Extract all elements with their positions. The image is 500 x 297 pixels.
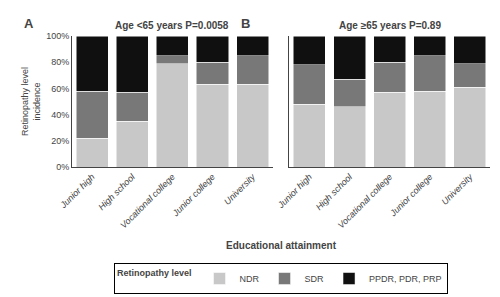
svg-text:40%: 40% xyxy=(51,110,69,120)
svg-text:Junior college: Junior college xyxy=(170,172,217,219)
svg-text:Retinopathy level: Retinopathy level xyxy=(117,268,192,278)
svg-text:Age ≥65 years P=0.89: Age ≥65 years P=0.89 xyxy=(339,20,441,31)
svg-text:University: University xyxy=(222,171,257,206)
svg-text:Vocational college: Vocational college xyxy=(118,172,176,230)
svg-text:60%: 60% xyxy=(51,84,69,94)
svg-text:Junior college: Junior college xyxy=(387,172,434,219)
svg-text:20%: 20% xyxy=(51,136,69,146)
svg-text:Junior high: Junior high xyxy=(275,172,314,211)
svg-text:Educational attainment: Educational attainment xyxy=(226,240,337,251)
svg-text:Vocational college: Vocational college xyxy=(336,172,394,230)
svg-text:B: B xyxy=(241,16,250,31)
svg-text:Age <65 years P=0.0058: Age <65 years P=0.0058 xyxy=(115,20,229,31)
svg-text:Retinopathy levelincidence: Retinopathy levelincidence xyxy=(20,67,42,136)
svg-text:80%: 80% xyxy=(51,57,69,67)
svg-text:NDR: NDR xyxy=(240,274,260,284)
svg-text:High school: High school xyxy=(314,171,355,212)
svg-text:PPDR, PDR, PRP: PPDR, PDR, PRP xyxy=(369,274,442,284)
svg-text:SDR: SDR xyxy=(305,274,325,284)
svg-text:0%: 0% xyxy=(56,162,69,172)
svg-text:High school: High school xyxy=(96,171,137,212)
svg-text:University: University xyxy=(440,171,475,206)
svg-text:100%: 100% xyxy=(46,31,69,41)
svg-text:Junior high: Junior high xyxy=(58,172,97,211)
svg-text:A: A xyxy=(24,16,34,31)
